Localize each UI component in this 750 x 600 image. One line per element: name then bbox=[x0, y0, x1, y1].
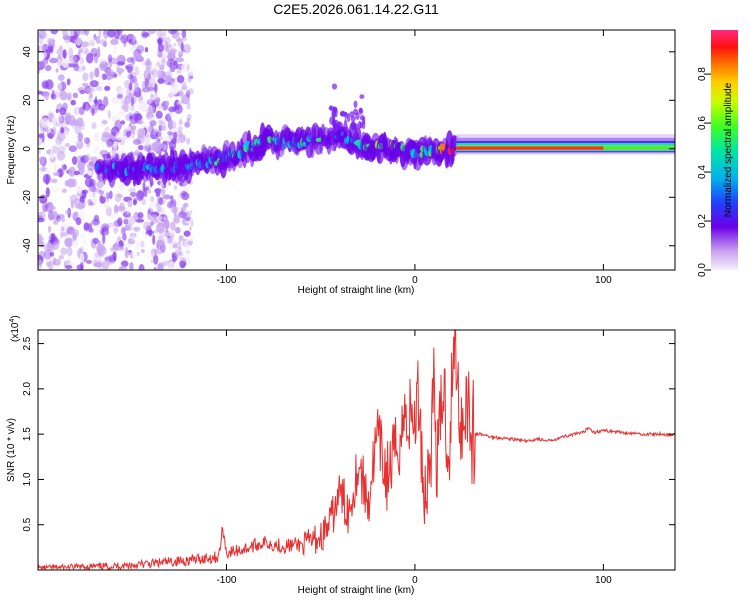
spectrogram-ytick-label: 0 bbox=[22, 146, 33, 152]
colorbar: 0.0 0.2 0.4 0.6 0.8 Normalized spectral ampl… bbox=[697, 30, 738, 277]
spectrogram-ytick-label: 40 bbox=[22, 46, 33, 58]
spectrogram-xlabel: Height of straight line (km) bbox=[298, 285, 415, 296]
spectrogram-noise bbox=[38, 30, 195, 270]
spectrogram-xtick-label: -100 bbox=[216, 275, 236, 286]
snr-plot-area bbox=[38, 330, 675, 570]
snr-scale-exp: 4 bbox=[9, 319, 16, 323]
snr-xlabel: Height of straight line (km) bbox=[298, 585, 415, 596]
snr-xtick-label: -100 bbox=[216, 575, 236, 586]
colorbar-tick-label: 0.8 bbox=[697, 67, 708, 81]
snr-frame bbox=[37, 329, 676, 571]
steady-band-tail bbox=[603, 145, 675, 151]
snr-ytick-label: 2.0 bbox=[22, 381, 33, 395]
colorbar-label: Normalized spectral amplitude bbox=[723, 82, 734, 217]
snr-ytick-label: 1.0 bbox=[22, 472, 33, 486]
spectrogram-ytick-label: -20 bbox=[22, 190, 33, 205]
colorbar-ticks: 0.0 0.2 0.4 0.6 0.8 bbox=[697, 67, 711, 277]
colorbar-tick-label: 0.0 bbox=[697, 263, 708, 277]
spectrogram-ylabel: Frequency (Hz) bbox=[6, 116, 17, 185]
snr-panel: -100 0 100 0.5 1.0 1.5 2.0 2.5 Height of straig… bbox=[6, 315, 676, 596]
colorbar-gradient bbox=[711, 30, 738, 270]
spectrogram-ytick-label: 20 bbox=[22, 94, 33, 106]
colorbar-tick-label: 0.6 bbox=[697, 116, 708, 130]
spectrogram-ticks: -100 0 100 -40 -20 0 20 40 bbox=[22, 30, 675, 286]
spectrogram-panel: -100 0 100 -40 -20 0 20 40 Height of straight l… bbox=[6, 29, 676, 296]
snr-ytick-label: 2.5 bbox=[22, 336, 33, 350]
snr-ytick-label: 0.5 bbox=[22, 517, 33, 531]
steady-band-layer bbox=[456, 146, 675, 150]
spectrogram-frame bbox=[37, 29, 676, 271]
spectrogram-ytick-label: -40 bbox=[22, 238, 33, 253]
colorbar-tick-label: 0.4 bbox=[697, 165, 708, 179]
colorbar-tick-label: 0.2 bbox=[697, 214, 708, 228]
snr-scale-note: (x104) bbox=[9, 315, 21, 342]
spectrogram-ridge bbox=[94, 83, 461, 188]
snr-ticks: -100 0 100 0.5 1.0 1.5 2.0 2.5 bbox=[22, 330, 675, 586]
snr-line bbox=[38, 330, 675, 570]
spectrogram-xtick-label: 0 bbox=[412, 275, 418, 286]
snr-xtick-label: 100 bbox=[595, 575, 612, 586]
svg-text:(x104): (x104) bbox=[9, 315, 21, 342]
snr-ylabel: SNR (10 * v/v) bbox=[6, 418, 17, 482]
spectrogram-field bbox=[38, 30, 675, 270]
spectrogram-steady-band bbox=[456, 134, 675, 155]
chart-title: C2E5.2026.061.14.22.G11 bbox=[273, 1, 439, 17]
spectrogram-xtick-label: 100 bbox=[595, 275, 612, 286]
snr-ytick-label: 1.5 bbox=[22, 427, 33, 441]
snr-scale-prefix: (x10 bbox=[10, 322, 21, 342]
snr-xtick-label: 0 bbox=[412, 575, 418, 586]
